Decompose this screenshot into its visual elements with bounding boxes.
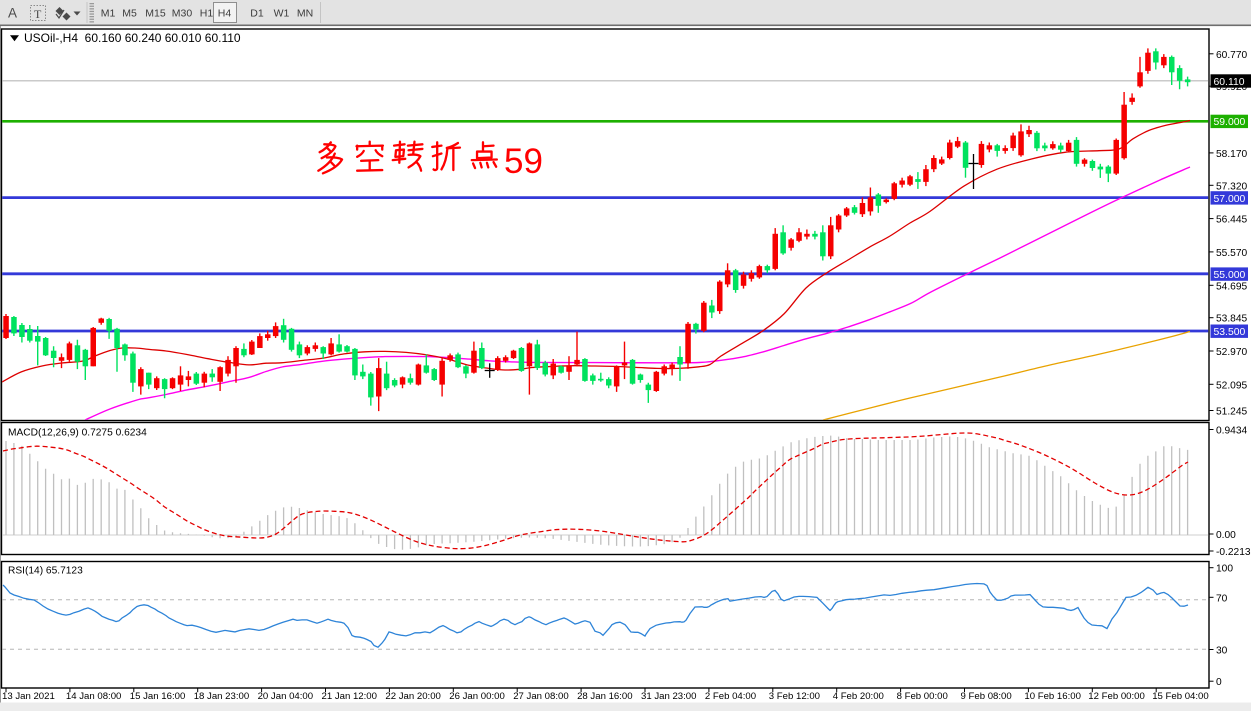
svg-text:10 Feb 16:00: 10 Feb 16:00 (1024, 691, 1081, 702)
svg-text:58.170: 58.170 (1216, 149, 1247, 160)
svg-text:14 Jan 08:00: 14 Jan 08:00 (66, 691, 121, 702)
svg-text:100: 100 (1216, 564, 1233, 575)
svg-text:3 Feb 12:00: 3 Feb 12:00 (769, 691, 820, 702)
svg-text:15 Feb 04:00: 15 Feb 04:00 (1152, 691, 1209, 702)
svg-text:60.770: 60.770 (1216, 50, 1247, 61)
svg-text:0: 0 (1216, 677, 1222, 688)
svg-text:12 Feb 00:00: 12 Feb 00:00 (1088, 691, 1145, 702)
svg-text:59: 59 (504, 142, 543, 181)
svg-text:USOil-,H4 60.160 60.240 60.01: USOil-,H4 60.160 60.240 60.010 60.110 (24, 31, 241, 45)
svg-text:T: T (34, 7, 42, 21)
svg-text:8 Feb 00:00: 8 Feb 00:00 (897, 691, 948, 702)
svg-text:57.000: 57.000 (1214, 194, 1246, 205)
svg-text:9 Feb 08:00: 9 Feb 08:00 (961, 691, 1012, 702)
svg-text:55.000: 55.000 (1214, 270, 1246, 281)
svg-text:53.500: 53.500 (1214, 327, 1246, 338)
svg-text:15 Jan 16:00: 15 Jan 16:00 (130, 691, 185, 702)
svg-text:53.845: 53.845 (1216, 314, 1247, 325)
svg-text:26 Jan 00:00: 26 Jan 00:00 (449, 691, 504, 702)
svg-text:0.00: 0.00 (1216, 530, 1236, 541)
svg-text:30: 30 (1216, 646, 1228, 657)
svg-text:31 Jan 23:00: 31 Jan 23:00 (641, 691, 696, 702)
svg-text:W1: W1 (274, 8, 290, 20)
svg-text:54.695: 54.695 (1216, 281, 1247, 292)
svg-text:MN: MN (297, 8, 313, 20)
svg-text:4 Feb 20:00: 4 Feb 20:00 (833, 691, 884, 702)
svg-text:57.320: 57.320 (1216, 181, 1247, 192)
svg-text:M15: M15 (145, 8, 166, 20)
svg-text:RSI(14) 65.7123: RSI(14) 65.7123 (8, 566, 83, 577)
svg-text:22 Jan 20:00: 22 Jan 20:00 (385, 691, 440, 702)
svg-text:52.970: 52.970 (1216, 347, 1247, 358)
svg-text:A: A (8, 6, 17, 21)
svg-text:H4: H4 (218, 8, 232, 20)
svg-text:-0.2213: -0.2213 (1216, 547, 1251, 558)
svg-text:59.000: 59.000 (1214, 117, 1246, 128)
svg-text:56.445: 56.445 (1216, 215, 1247, 226)
svg-text:MACD(12,26,9) 0.7275 0.6234: MACD(12,26,9) 0.7275 0.6234 (8, 428, 147, 439)
svg-text:55.570: 55.570 (1216, 248, 1247, 259)
svg-text:13 Jan 2021: 13 Jan 2021 (2, 691, 55, 702)
svg-text:27 Jan 08:00: 27 Jan 08:00 (513, 691, 568, 702)
svg-text:H1: H1 (200, 8, 214, 20)
svg-text:70: 70 (1216, 593, 1228, 604)
svg-text:M5: M5 (122, 8, 137, 20)
svg-text:51.245: 51.245 (1216, 407, 1247, 418)
svg-text:M1: M1 (101, 8, 116, 20)
svg-text:21 Jan 12:00: 21 Jan 12:00 (322, 691, 377, 702)
svg-text:52.095: 52.095 (1216, 380, 1247, 391)
svg-text:2 Feb 04:00: 2 Feb 04:00 (705, 691, 756, 702)
svg-text:M30: M30 (172, 8, 193, 20)
svg-text:0.9434: 0.9434 (1216, 426, 1247, 437)
svg-text:D1: D1 (250, 8, 264, 20)
svg-text:20 Jan 04:00: 20 Jan 04:00 (258, 691, 313, 702)
svg-text:18 Jan 23:00: 18 Jan 23:00 (194, 691, 249, 702)
svg-text:60.110: 60.110 (1214, 77, 1245, 88)
svg-text:28 Jan 16:00: 28 Jan 16:00 (577, 691, 632, 702)
